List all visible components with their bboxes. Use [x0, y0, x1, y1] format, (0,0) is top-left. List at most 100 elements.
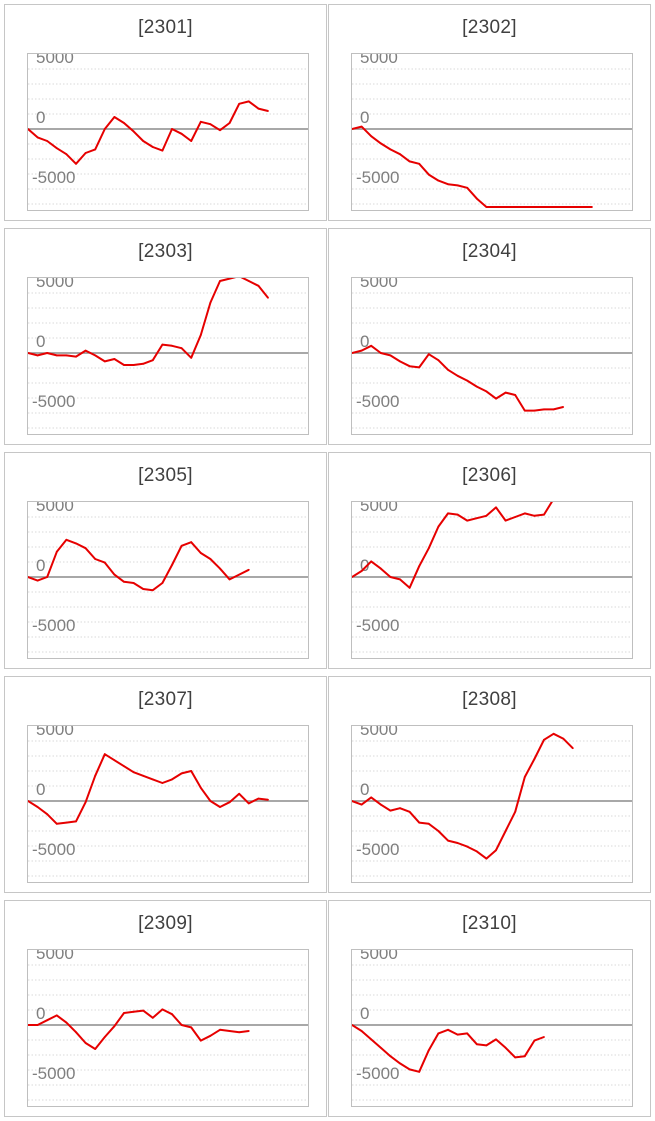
chart-title: [2302]	[462, 17, 517, 38]
data-point	[370, 560, 373, 563]
data-point	[228, 278, 231, 280]
data-point	[247, 1030, 250, 1032]
chart-title: [2308]	[462, 689, 517, 710]
data-point	[408, 365, 411, 368]
data-point	[151, 778, 154, 781]
chart-title: [2305]	[138, 465, 193, 486]
chart-panel: [2304] 5000 0 -5000	[328, 228, 651, 445]
data-point	[456, 184, 459, 187]
data-point	[142, 362, 145, 365]
data-point	[379, 803, 382, 806]
gridlines	[28, 964, 308, 1101]
data-point	[399, 578, 401, 581]
chart-title: [2301]	[138, 17, 193, 38]
y-tick-label: 0	[360, 780, 369, 799]
data-point	[46, 813, 49, 816]
data-point	[562, 406, 565, 408]
y-tick-label: 5000	[36, 278, 74, 291]
data-point	[151, 1016, 154, 1019]
data-point	[533, 758, 536, 760]
data-point	[437, 830, 440, 832]
data-point	[84, 801, 87, 804]
data-point	[142, 1009, 145, 1012]
gridlines	[28, 740, 308, 877]
data-point	[485, 514, 488, 517]
data-point	[161, 1008, 164, 1011]
data-point	[379, 1046, 382, 1049]
data-point	[142, 588, 145, 590]
data-point	[533, 206, 536, 208]
data-point	[552, 408, 555, 411]
data-point	[352, 1024, 353, 1026]
data-point	[485, 390, 488, 393]
data-point	[552, 732, 555, 735]
data-point	[219, 129, 221, 132]
data-point	[75, 162, 77, 165]
data-point	[514, 516, 517, 518]
plot-area: 5000 0 -5000	[351, 53, 633, 211]
data-point	[571, 747, 574, 750]
data-point	[161, 343, 164, 346]
series-line	[28, 278, 269, 366]
data-point	[55, 354, 58, 357]
data-point	[46, 576, 49, 578]
data-point	[399, 360, 401, 363]
data-point	[370, 796, 373, 799]
data-point	[485, 206, 488, 208]
data-point	[190, 770, 193, 772]
data-point	[180, 772, 183, 775]
data-point	[199, 334, 202, 336]
line-chart: 5000 0 -5000	[28, 950, 308, 1101]
y-tick-label: 0	[36, 108, 45, 127]
line-chart: 5000 0 -5000	[352, 726, 632, 877]
plot-area: 5000 0 -5000	[351, 501, 633, 659]
data-point	[123, 364, 125, 366]
y-tick-label: 0	[36, 556, 45, 575]
data-point	[360, 349, 363, 352]
data-point	[523, 512, 526, 515]
chart-title: [2304]	[462, 241, 517, 262]
data-point	[171, 344, 173, 347]
data-point	[456, 374, 459, 377]
y-tick-label: 5000	[360, 54, 398, 67]
data-point	[103, 1036, 106, 1038]
data-point	[533, 409, 536, 412]
y-tick-label: 5000	[36, 54, 74, 67]
y-tick-label: 0	[36, 332, 45, 351]
data-point	[514, 810, 517, 813]
data-point	[161, 149, 164, 152]
data-point	[103, 128, 106, 130]
data-point	[219, 280, 221, 282]
data-point	[180, 1024, 183, 1026]
plot-area: 5000 0 -5000	[351, 725, 633, 883]
data-point	[36, 579, 39, 582]
data-point	[408, 160, 411, 163]
plot-area: 5000 0 -5000	[27, 277, 309, 435]
chart-panel: [2303] 5000 0 -5000	[4, 228, 327, 445]
data-point	[495, 397, 497, 400]
line-chart: 5000 0 -5000	[352, 278, 632, 429]
data-point	[171, 128, 173, 130]
data-point	[495, 506, 497, 509]
data-point	[427, 173, 430, 176]
series-line	[352, 732, 574, 860]
data-point	[238, 102, 241, 105]
data-point	[408, 810, 411, 813]
data-point	[485, 1044, 488, 1047]
data-point	[523, 409, 526, 412]
data-point	[228, 801, 231, 804]
data-point	[437, 525, 440, 528]
series-line	[28, 538, 250, 592]
data-point	[523, 206, 526, 208]
data-point	[190, 356, 193, 359]
data-point	[389, 1055, 392, 1058]
data-point	[171, 564, 173, 566]
data-point	[360, 125, 363, 128]
data-point	[418, 821, 421, 824]
data-point	[352, 800, 353, 802]
data-point	[379, 567, 382, 570]
data-point	[123, 765, 125, 768]
y-tick-label: -5000	[32, 168, 75, 187]
data-point	[427, 1049, 430, 1052]
